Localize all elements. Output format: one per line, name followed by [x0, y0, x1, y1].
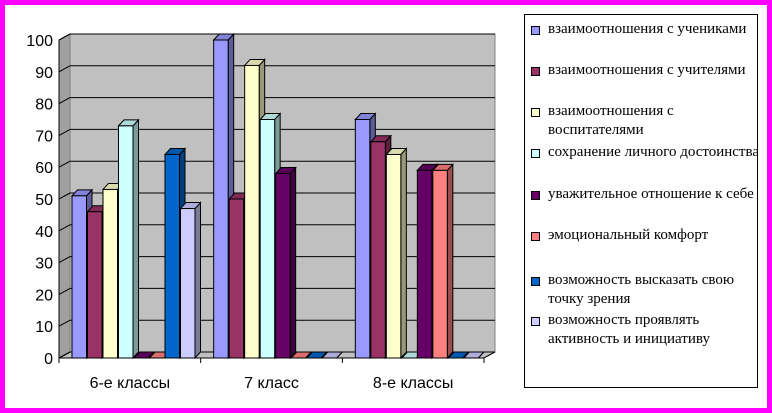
bar: [370, 141, 386, 359]
legend-swatch: [531, 67, 540, 76]
bar-side: [132, 118, 139, 360]
gridline-diag: [58, 256, 71, 264]
legend: взаимоотношения с учениками взаимоотношен…: [524, 14, 758, 388]
legend-swatch: [531, 317, 540, 326]
bar: [259, 119, 276, 359]
y-tick-label: 20: [35, 287, 53, 304]
gridline-diag: [58, 224, 71, 232]
bar: [275, 173, 291, 359]
gridline-diag: [58, 160, 71, 168]
bar-side: [289, 166, 297, 360]
legend-swatch: [531, 191, 540, 200]
bar: [385, 153, 402, 359]
gridline-diag: [58, 287, 71, 295]
gridline-diag: [58, 128, 71, 136]
y-tick-label: 50: [35, 192, 53, 209]
legend-label: взаимоотношения с учениками: [548, 21, 747, 37]
y-tick-label: 10: [35, 319, 53, 336]
y-tick-label: 40: [35, 224, 53, 241]
y-tick-label: 90: [35, 65, 53, 82]
bar: [213, 39, 229, 359]
gridline-diag: [58, 33, 71, 41]
legend-label: взаимоотношения с учителями: [548, 62, 746, 78]
bar-side: [446, 163, 454, 360]
bar: [71, 195, 87, 359]
y-tick-label: 60: [35, 160, 53, 177]
gridline-diag: [58, 97, 71, 105]
bar: [87, 211, 103, 359]
bar: [244, 64, 260, 359]
y-tick-label: 30: [35, 256, 53, 273]
bar: [354, 119, 371, 359]
gridline-diag: [58, 65, 71, 73]
x-tick-label: 7 класс: [244, 375, 299, 392]
legend-swatch: [531, 149, 540, 158]
y-tick-label: 80: [35, 97, 53, 114]
y-tick-label: 70: [35, 128, 53, 145]
bar: [118, 125, 134, 359]
gridline-diag: [58, 351, 71, 359]
legend-swatch: [531, 108, 540, 117]
legend-label: эмоциональный комфорт: [548, 227, 709, 243]
x-tick-label: 6-е классы: [90, 375, 170, 392]
gridline-diag: [58, 319, 71, 327]
legend-swatch: [531, 26, 540, 35]
legend-label: возможность высказать свою точку зрения: [548, 272, 735, 307]
bar-side: [400, 147, 407, 360]
bar: [102, 188, 118, 359]
legend-label: взаимоотношения с воспитателями: [548, 103, 674, 138]
gridline-diag: [58, 192, 71, 200]
x-tick-label: 8-е классы: [373, 375, 453, 392]
legend-swatch: [531, 277, 540, 286]
bar: [432, 169, 448, 359]
bar: [164, 153, 180, 359]
bar: [416, 169, 433, 359]
y-tick-label: 0: [44, 351, 53, 368]
bar-side: [194, 201, 201, 360]
legend-label: возможность проявлять активность и иници…: [548, 312, 710, 347]
y-tick-label: 100: [26, 33, 53, 50]
bar: [180, 208, 196, 359]
legend-label: уважительное отношение к себе: [548, 186, 754, 202]
legend-swatch: [531, 232, 540, 241]
legend-label: сохранение личного достоинства: [548, 144, 758, 160]
bar: [228, 198, 245, 359]
